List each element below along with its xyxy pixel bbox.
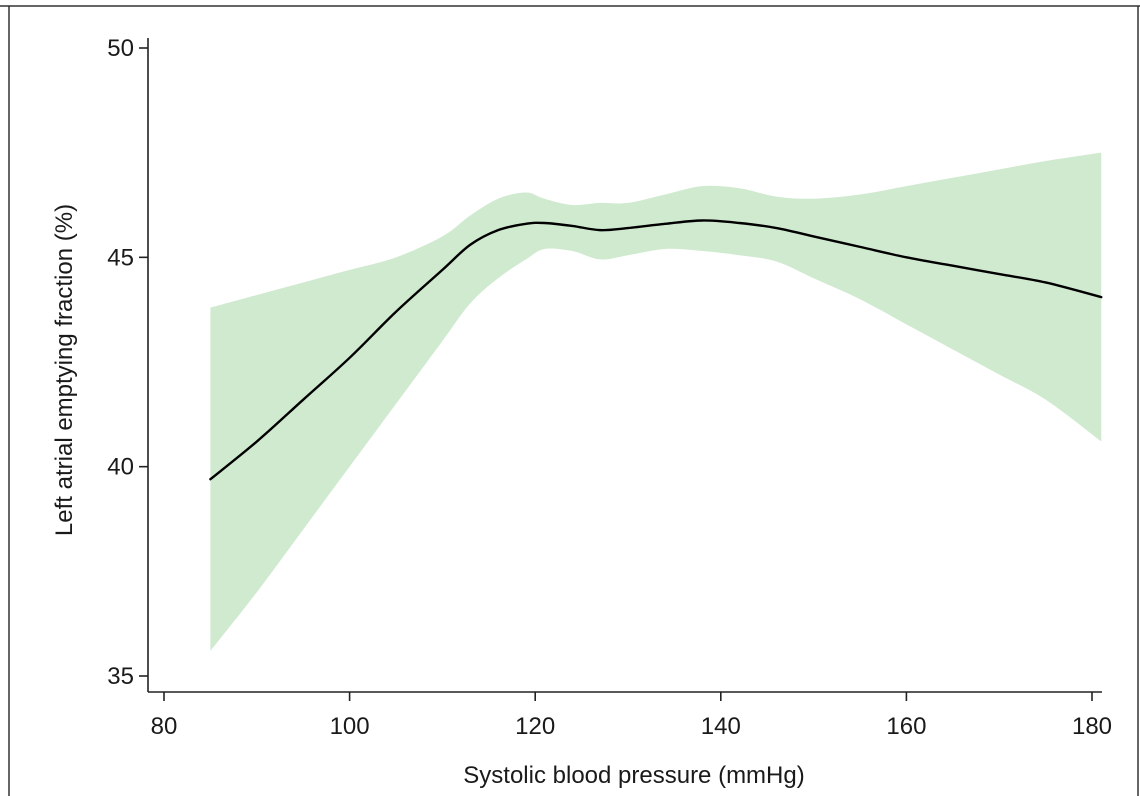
y-tick-label-45: 45: [107, 244, 134, 271]
x-tick-label-140: 140: [701, 713, 741, 740]
x-tick-label-120: 120: [515, 713, 555, 740]
y-tick-label-50: 50: [107, 35, 134, 62]
y-axis-title: Left atrial emptying fraction (%): [51, 204, 78, 536]
y-tick-label-35: 35: [107, 663, 134, 690]
x-tick-label-180: 180: [1072, 713, 1112, 740]
x-axis-title: Systolic blood pressure (mmHg): [463, 762, 804, 789]
x-tick-label-80: 80: [151, 713, 178, 740]
x-tick-label-160: 160: [886, 713, 926, 740]
y-tick-label-40: 40: [107, 454, 134, 481]
axes-layer: 35 40 45 50 80 100 120 140 160 180: [107, 35, 1112, 740]
series-line-0: [209, 219, 1103, 481]
x-tick-label-100: 100: [330, 713, 370, 740]
series-line-layer: [209, 219, 1103, 481]
